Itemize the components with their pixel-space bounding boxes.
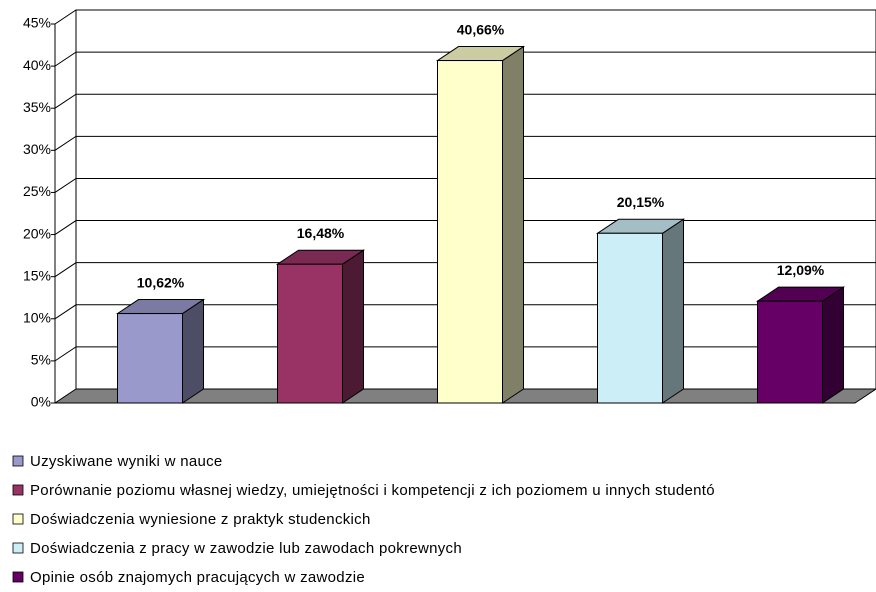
legend-label: Doświadczenia wyniesione z praktyk stude… xyxy=(30,511,371,528)
y-tick-label: 25% xyxy=(23,183,51,199)
value-label: 40,66% xyxy=(457,21,505,37)
value-label: 10,62% xyxy=(137,274,185,290)
y-tick-label: 15% xyxy=(23,267,51,283)
legend-swatch xyxy=(12,571,24,583)
value-label: 20,15% xyxy=(617,194,665,210)
bar xyxy=(597,232,663,404)
y-tick-label: 5% xyxy=(31,352,51,368)
bar xyxy=(757,300,823,404)
legend-swatch xyxy=(12,542,24,554)
bar xyxy=(117,313,183,404)
legend-swatch xyxy=(12,484,24,496)
value-label: 16,48% xyxy=(297,225,345,241)
legend-label: Uzyskiwane wyniki w nauce xyxy=(30,453,223,470)
y-tick-label: 40% xyxy=(23,57,51,73)
bar-side xyxy=(502,45,524,404)
y-tick-label: 45% xyxy=(23,15,51,31)
legend-label: Porównanie poziomu własnej wiedzy, umiej… xyxy=(30,482,715,499)
y-tick-label: 35% xyxy=(23,99,51,115)
value-label: 12,09% xyxy=(777,262,825,278)
y-tick-label: 0% xyxy=(31,394,51,410)
bar-side xyxy=(342,249,364,404)
bar xyxy=(277,263,343,404)
bar-side xyxy=(662,218,684,404)
legend-swatch xyxy=(12,455,24,467)
legend-label: Opinie osób znajomych pracujących w zawo… xyxy=(30,569,365,586)
legend-label: Doświadczenia z pracy w zawodzie lub zaw… xyxy=(30,540,462,557)
y-tick-label: 30% xyxy=(23,141,51,157)
y-tick-label: 10% xyxy=(23,309,51,325)
y-tick-label: 20% xyxy=(23,225,51,241)
bar-side xyxy=(182,298,204,404)
bar xyxy=(437,60,503,404)
legend-swatch xyxy=(12,513,24,525)
bar-side xyxy=(822,286,844,404)
